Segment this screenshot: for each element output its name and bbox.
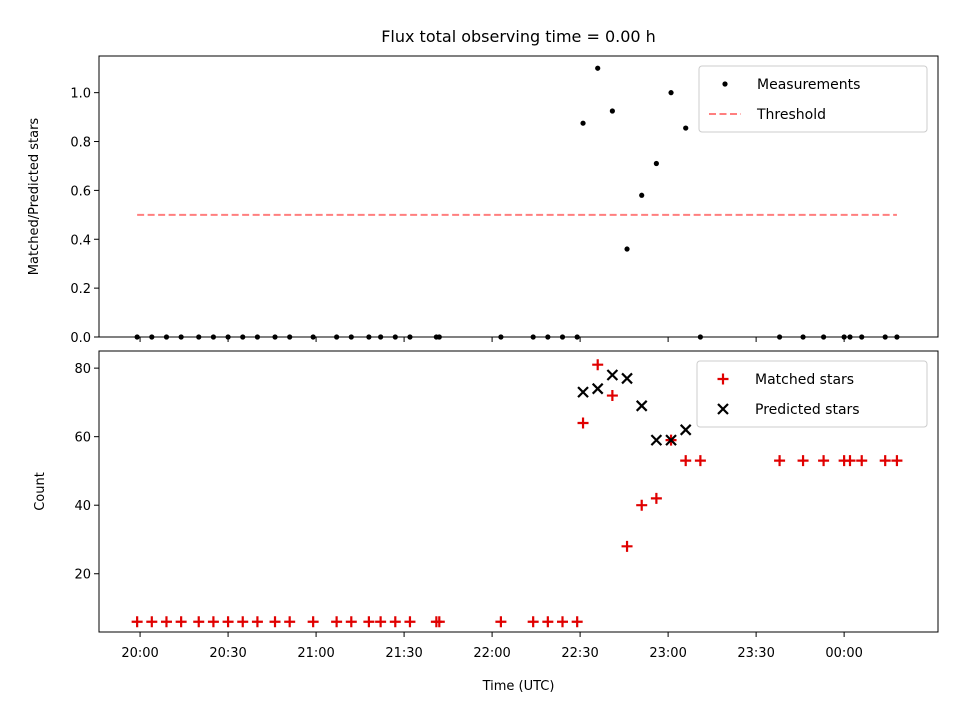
matched-stars-point — [363, 616, 375, 628]
matched-stars-point — [694, 455, 706, 467]
predicted-stars-point — [606, 369, 619, 381]
matched-stars-point — [404, 616, 416, 628]
matched-stars-point — [592, 359, 604, 371]
matched-stars-point — [879, 455, 891, 467]
matched-stars-point — [307, 616, 319, 628]
x-tick-label: 21:30 — [385, 646, 422, 661]
matched-stars-point — [222, 616, 234, 628]
predicted-stars-point — [621, 372, 633, 385]
x-axis-label: Time (UTC) — [482, 679, 555, 694]
matched-stars-point — [284, 616, 296, 628]
bottom-y-tick-label: 40 — [74, 499, 91, 514]
bottom-legend: Matched stars Predicted stars — [696, 360, 928, 428]
matched-stars-point — [856, 455, 868, 467]
predicted-stars-point — [665, 434, 677, 446]
matched-stars-point — [527, 616, 539, 628]
measurements-point — [580, 120, 586, 126]
matched-stars-point — [797, 455, 809, 467]
matched-stars-point — [818, 455, 830, 467]
threshold-legend-label: Threshold — [756, 107, 826, 123]
measurements-point — [595, 65, 601, 71]
bottom-y-tick-label: 60 — [74, 431, 91, 446]
matched-stars-point — [636, 499, 648, 511]
bottom-axes-frame — [98, 350, 939, 633]
measurements-legend-label: Measurements — [757, 77, 860, 93]
matched-stars-point — [269, 616, 281, 628]
measurements-legend-marker — [722, 81, 728, 87]
x-tick-label: 20:00 — [121, 646, 158, 661]
measurements-point — [668, 90, 674, 96]
measurements-point — [683, 125, 689, 131]
bottom-panel: 20 40 60 80 20:00 20:30 21:00 21:30 22:00 22:30 23… — [33, 350, 939, 661]
predicted-stars-point — [577, 386, 589, 398]
x-tick-label: 23:30 — [737, 646, 774, 661]
top-y-tick-label: 0.2 — [70, 282, 91, 297]
matched-stars-point — [160, 616, 172, 628]
top-panel: 0.0 0.2 0.4 0.6 0.8 1.0 Matched/Predicted star… — [27, 55, 939, 346]
top-y-tick-label: 0.6 — [70, 184, 91, 199]
matched-stars-point — [433, 616, 445, 628]
matched-stars-point — [621, 540, 633, 552]
matched-stars-point — [571, 616, 583, 628]
matched-stars-point — [774, 455, 786, 467]
top-y-tick-label: 0.0 — [70, 331, 91, 346]
matched-stars-point — [331, 616, 343, 628]
matched-stars-point — [891, 455, 903, 467]
top-legend: Measurements Threshold — [698, 65, 928, 133]
x-tick-label: 22:30 — [561, 646, 598, 661]
predicted-stars-point — [650, 434, 663, 446]
x-tick-label: 21:00 — [297, 646, 334, 661]
matched-stars-point — [375, 616, 387, 628]
bottom-y-tick-label: 20 — [74, 568, 91, 583]
matched-stars-point — [542, 616, 554, 628]
predicted-stars-point — [679, 424, 692, 436]
predicted-stars-point — [591, 382, 604, 395]
x-tick-label: 23:00 — [649, 646, 686, 661]
matched-stars-point — [844, 455, 856, 467]
chart-title: Flux total observing time = 0.00 h — [381, 27, 656, 46]
matched-stars-point — [606, 390, 618, 402]
top-y-tick-label: 0.4 — [70, 233, 91, 248]
measurements-point — [609, 108, 615, 114]
x-tick-label: 20:30 — [209, 646, 246, 661]
matched-stars-point — [193, 616, 205, 628]
matched-stars-point — [131, 616, 143, 628]
top-y-axis-label: Matched/Predicted stars — [27, 118, 42, 276]
top-legend-box — [698, 65, 928, 133]
predicted-stars-legend-label: Predicted stars — [755, 402, 860, 418]
measurements-point — [653, 160, 659, 167]
matched-stars-point — [557, 616, 569, 628]
matched-stars-point — [495, 616, 507, 628]
x-tick-label: 22:00 — [473, 646, 510, 661]
top-y-tick-label: 0.8 — [70, 136, 91, 151]
matched-stars-point — [146, 616, 158, 628]
measurements-point — [639, 192, 645, 198]
matched-stars-point — [389, 616, 401, 628]
x-tick-label: 00:00 — [825, 646, 862, 661]
matched-stars-point — [207, 616, 219, 628]
matched-stars-legend-marker — [717, 373, 729, 385]
matched-stars-point — [175, 616, 187, 628]
predicted-stars-legend-marker — [717, 403, 729, 415]
top-y-tick-label: 1.0 — [70, 87, 91, 102]
matched-stars-point — [237, 616, 249, 628]
measurements-point — [624, 246, 630, 252]
matched-stars-point — [251, 616, 263, 628]
matched-stars-legend-label: Matched stars — [755, 372, 854, 388]
predicted-stars-point — [635, 400, 648, 412]
matched-stars-point — [577, 417, 589, 429]
matched-stars-point — [345, 616, 357, 628]
matched-stars-point — [650, 492, 662, 504]
bottom-y-axis-label: Count — [33, 472, 48, 511]
matched-stars-point — [680, 455, 692, 467]
bottom-legend-box — [696, 360, 928, 428]
top-axes-frame — [98, 55, 939, 338]
bottom-y-tick-label: 80 — [74, 362, 91, 377]
